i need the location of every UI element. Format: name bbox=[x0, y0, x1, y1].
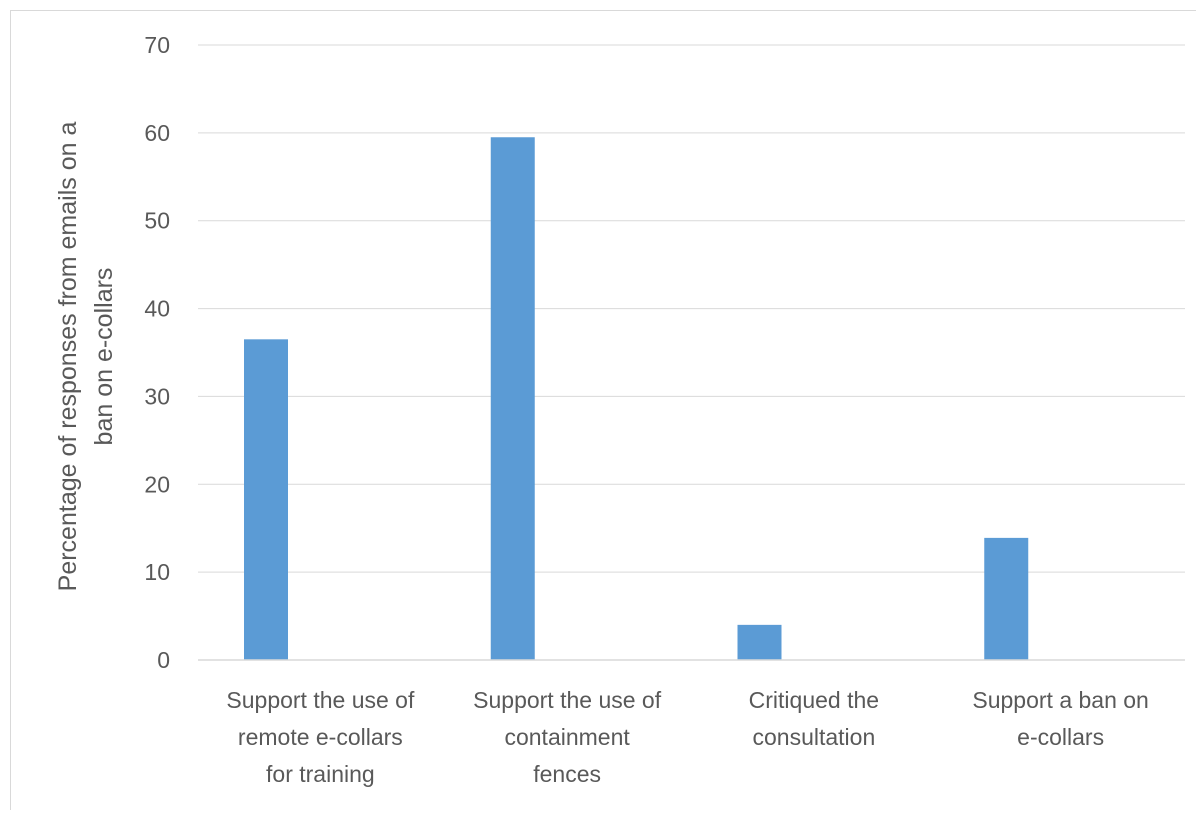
bar bbox=[984, 537, 1029, 660]
x-category-label: Critiqued the bbox=[749, 687, 879, 713]
y-axis-title: Percentage of responses from emails on a… bbox=[54, 122, 118, 592]
x-category-label: containment bbox=[504, 724, 630, 750]
x-category-label: for training bbox=[266, 761, 375, 787]
y-tick-label: 50 bbox=[144, 208, 170, 234]
x-category-labels: Support the use of remote e-collars for tr… bbox=[226, 687, 1148, 787]
x-category-label: Support the use of bbox=[473, 687, 662, 713]
gridlines bbox=[198, 44, 1185, 573]
y-tick-label: 30 bbox=[144, 383, 170, 409]
y-tick-labels: 0 10 20 30 40 50 60 70 bbox=[144, 32, 170, 673]
bar bbox=[244, 339, 288, 660]
chart-frame bbox=[10, 10, 1196, 810]
y-tick-label: 0 bbox=[157, 647, 170, 673]
y-tick-label: 70 bbox=[144, 32, 170, 58]
bar bbox=[490, 137, 535, 660]
y-tick-label: 10 bbox=[144, 559, 170, 585]
y-tick-label: 60 bbox=[144, 120, 170, 146]
x-category-label: fences bbox=[533, 761, 601, 787]
x-category-label: Support the use of bbox=[226, 687, 415, 713]
y-tick-label: 40 bbox=[144, 296, 170, 322]
bars bbox=[244, 137, 1029, 660]
bar bbox=[737, 624, 782, 660]
x-category-label: remote e-collars bbox=[238, 724, 403, 750]
y-axis-title-line: Percentage of responses from emails on a bbox=[54, 122, 82, 592]
x-category-label: consultation bbox=[753, 724, 876, 750]
y-tick-label: 20 bbox=[144, 471, 170, 497]
x-category-label: Support a ban on bbox=[972, 687, 1148, 713]
x-category-label: e-collars bbox=[1017, 724, 1104, 750]
y-axis-title-line: ban on e-collars bbox=[90, 268, 118, 446]
